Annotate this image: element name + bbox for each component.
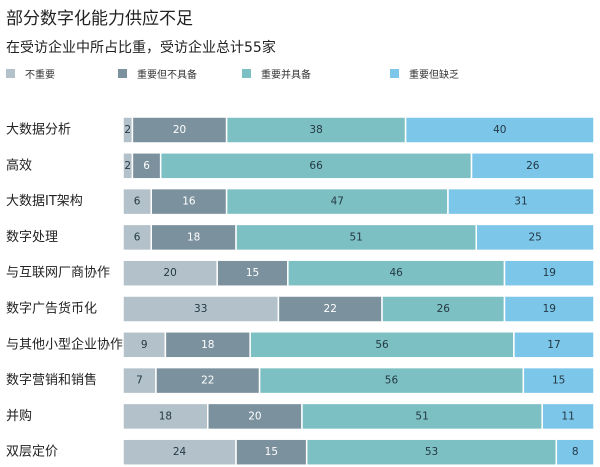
- category-label: 大数据分析: [6, 123, 71, 138]
- bar-segment: [277, 295, 383, 323]
- data-label: 20: [163, 267, 176, 279]
- data-label: 15: [265, 446, 278, 458]
- bar-segment: [301, 402, 543, 431]
- data-label: 18: [201, 339, 214, 351]
- legend-label: 重要并具备: [261, 70, 311, 81]
- data-label: 33: [194, 303, 207, 315]
- bar-segment: [122, 402, 209, 431]
- bar-segment: [122, 438, 237, 466]
- data-label: 26: [526, 160, 540, 172]
- data-label: 31: [514, 196, 527, 208]
- data-label: 22: [324, 303, 337, 315]
- legend-label: 不重要: [25, 70, 55, 81]
- category-label: 数字广告货币化: [6, 301, 97, 317]
- bar-segment: [122, 295, 280, 323]
- legend-item-important-but-lacking: 重要但缺乏: [390, 66, 459, 81]
- category-label: 与其他小型企业协作: [6, 336, 123, 352]
- category-label: 双层定价: [6, 445, 58, 460]
- data-label: 38: [309, 124, 322, 136]
- data-label: 66: [309, 160, 323, 172]
- data-label: 19: [543, 267, 556, 279]
- legend-label: 重要但缺乏: [409, 70, 459, 81]
- bar-segment: [155, 366, 261, 395]
- category-label: 数字营销和销售: [6, 372, 97, 388]
- legend-swatch: [242, 69, 251, 78]
- data-label: 15: [246, 267, 259, 279]
- data-label: 6: [134, 231, 141, 243]
- chart-subtitle: 在受访企业中所占比重，受访企业总计55家: [6, 40, 276, 56]
- data-label: 18: [187, 231, 200, 243]
- legend-swatch: [390, 69, 399, 78]
- bar-segment: [122, 259, 218, 287]
- legend-item-important-and-capable: 重要并具备: [242, 66, 311, 81]
- legend-item-not-important: 不重要: [6, 66, 55, 81]
- data-label: 17: [547, 339, 560, 351]
- bar-segment: [555, 438, 595, 466]
- bar-segment: [287, 259, 506, 287]
- chart-title: 部分数字化能力供应不足: [6, 9, 193, 29]
- data-label: 47: [331, 196, 344, 208]
- bar-segment: [131, 152, 162, 180]
- data-label: 46: [389, 267, 403, 279]
- data-label: 6: [143, 160, 150, 172]
- data-label: 26: [437, 303, 451, 315]
- bar-segment: [503, 259, 595, 287]
- legend-swatch: [118, 69, 127, 78]
- bar-segment: [225, 116, 407, 144]
- data-label: 51: [349, 231, 362, 243]
- data-label: 16: [182, 196, 196, 208]
- data-label: 20: [248, 410, 261, 422]
- data-label: 18: [159, 410, 172, 422]
- data-label: 56: [385, 375, 399, 387]
- bar-segment: [541, 402, 595, 431]
- bar-segment: [447, 187, 595, 216]
- bar-segment: [150, 223, 237, 252]
- data-label: 9: [141, 339, 148, 351]
- data-label: 51: [415, 410, 428, 422]
- category-label: 高效: [6, 157, 32, 173]
- data-label: 53: [425, 446, 438, 458]
- bar-segment: [470, 152, 595, 180]
- bar-segment: [305, 438, 558, 466]
- data-label: 11: [561, 410, 574, 422]
- data-label: 8: [572, 446, 579, 458]
- category-label: 与互联网厂商协作: [6, 266, 110, 281]
- bar-segment: [522, 366, 595, 395]
- bar-segment: [150, 187, 228, 216]
- bar-segment: [503, 295, 595, 323]
- category-label: 数字处理: [6, 230, 58, 245]
- data-label: 40: [493, 124, 506, 136]
- data-label: 2: [124, 124, 131, 136]
- data-label: 22: [201, 375, 214, 387]
- legend-item-important-lacking-capability: 重要但不具备: [118, 66, 197, 81]
- bar-segment: [258, 366, 525, 395]
- data-label: 19: [543, 303, 556, 315]
- legend-label: 重要但不具备: [137, 70, 197, 81]
- bar-segment: [381, 295, 506, 323]
- data-label: 15: [552, 375, 565, 387]
- bar-segment: [122, 366, 157, 395]
- data-label: 2: [124, 160, 131, 172]
- data-label: 7: [136, 375, 143, 387]
- data-label: 6: [134, 196, 141, 208]
- category-label: 大数据IT架构: [6, 194, 83, 209]
- legend-swatch: [6, 69, 15, 78]
- bar-segment: [404, 116, 595, 144]
- bar-segment: [475, 223, 595, 252]
- data-label: 25: [528, 231, 541, 243]
- data-label: 20: [173, 124, 186, 136]
- category-label: 并购: [6, 408, 32, 424]
- data-label: 24: [173, 446, 187, 458]
- bar-segment: [249, 331, 515, 359]
- bar-segment: [513, 331, 595, 359]
- legend: 不重要 重要但不具备 重要并具备 重要但缺乏: [6, 66, 600, 86]
- data-label: 56: [375, 339, 389, 351]
